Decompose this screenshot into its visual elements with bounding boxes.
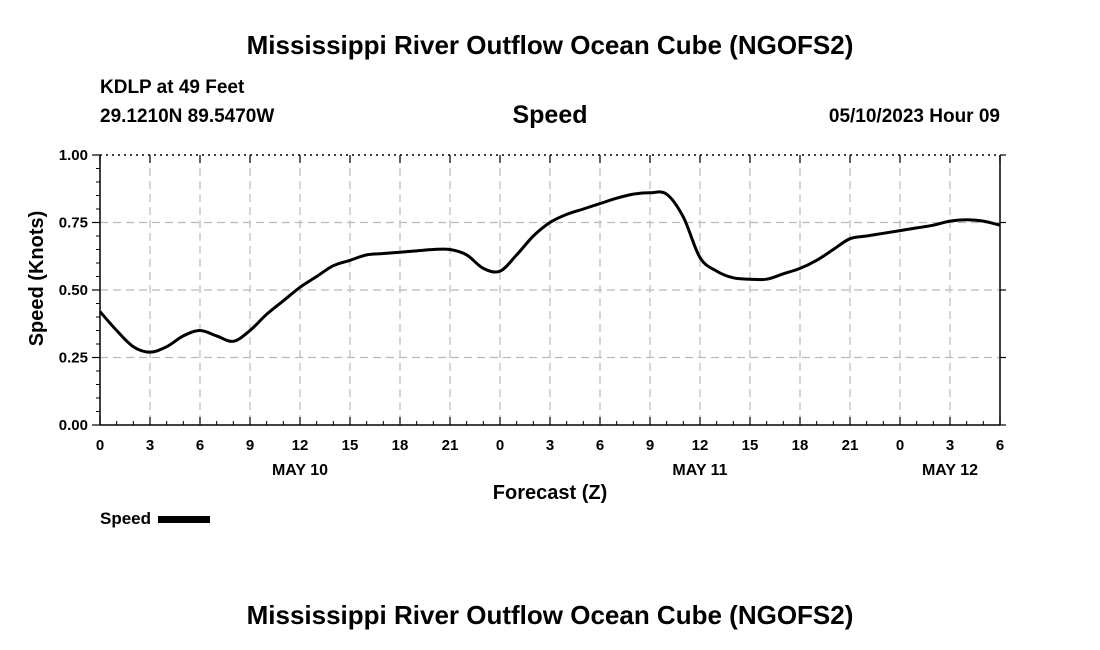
date-label: MAY 11 [672, 462, 727, 479]
x-tick-label: 0 [96, 437, 104, 454]
x-tick-label: 21 [442, 437, 459, 454]
legend: Speed [100, 509, 210, 529]
legend-line-swatch [157, 516, 210, 524]
forecast-datetime: 05/10/2023 Hour 09 [828, 106, 1000, 127]
y-tick-label: 0.25 [59, 350, 88, 367]
grid-lines [100, 155, 1000, 425]
x-tick-label: 6 [996, 437, 1004, 454]
x-tick-label: 18 [792, 437, 809, 454]
y-axis-label: Speed (Knots) [26, 210, 48, 347]
series-group [98, 190, 1001, 354]
x-tick-label: 0 [496, 437, 504, 454]
x-tick-label: 18 [392, 437, 409, 454]
tick-marks [92, 154, 1006, 426]
station-label: KDLP at 49 Feet [100, 77, 245, 98]
x-tick-label: 6 [196, 437, 204, 454]
chart-title: Mississippi River Outflow Ocean Cube (NG… [246, 30, 854, 60]
x-tick-label: 3 [546, 437, 554, 454]
date-label: MAY 12 [922, 462, 978, 479]
x-tick-label: 12 [692, 437, 709, 454]
x-tick-label: 21 [842, 437, 859, 454]
x-tick-label: 9 [646, 437, 654, 454]
legend-label: Speed [100, 509, 152, 528]
x-axis-label: Forecast (Z) [492, 482, 608, 504]
y-tick-label: 0.00 [59, 417, 88, 434]
x-tick-label: 9 [246, 437, 254, 454]
tick-labels: 0 3 6 9 12 15 18 21 0 3 6 9 12 15 18 21 0 3 6 0.00 0.25 0.50 0… [59, 147, 1004, 479]
footer-title: Mississippi River Outflow Ocean Cube (NG… [246, 600, 854, 630]
y-tick-label: 0.50 [59, 282, 88, 299]
y-tick-label: 1.00 [59, 147, 88, 164]
y-tick-label: 0.75 [59, 215, 88, 232]
x-tick-label: 3 [146, 437, 154, 454]
variable-title: Speed [512, 101, 588, 129]
x-tick-label: 0 [896, 437, 904, 454]
x-tick-label: 15 [342, 437, 359, 454]
x-tick-label: 15 [742, 437, 759, 454]
date-label: MAY 10 [272, 462, 328, 479]
x-tick-label: 6 [596, 437, 604, 454]
station-coordinates: 29.1210N 89.5470W [100, 106, 275, 127]
x-tick-label: 12 [292, 437, 309, 454]
x-tick-label: 3 [946, 437, 954, 454]
